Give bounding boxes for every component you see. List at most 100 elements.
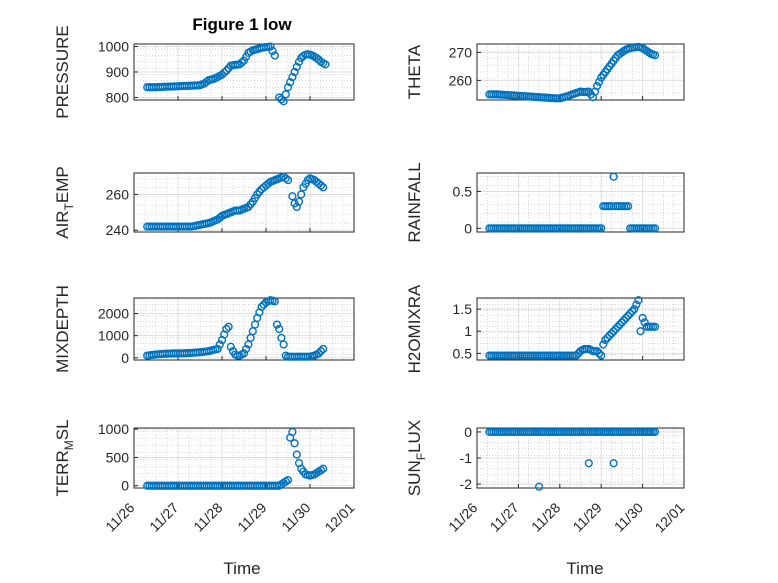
y-tick-label: 0	[464, 220, 472, 236]
data-point	[630, 304, 639, 314]
data-point	[220, 210, 229, 220]
data-point	[595, 77, 604, 86]
axes-box	[476, 43, 685, 101]
y-tick-label: 0.5	[453, 183, 473, 199]
subplot-3: 240 260 AIRTEMP	[53, 166, 355, 239]
data-point	[264, 42, 273, 51]
data-point	[615, 320, 624, 329]
data-point	[268, 176, 277, 186]
subplot-2: 260 270 THETA	[405, 42, 685, 103]
axes-box	[476, 297, 685, 361]
data-point	[566, 91, 575, 100]
data-point	[275, 324, 284, 334]
data-point	[636, 224, 645, 233]
data-point	[609, 459, 618, 468]
x-tick-label: 11/26	[102, 499, 138, 535]
y-tick-label: 1	[464, 323, 472, 339]
data-point	[636, 43, 645, 52]
data-point	[557, 93, 566, 102]
axes-box	[476, 172, 685, 233]
data-point	[599, 340, 608, 349]
data-point	[636, 327, 645, 336]
data-point	[242, 344, 251, 354]
data-point	[316, 181, 326, 190]
y-tick-label: 1.5	[453, 301, 473, 317]
y-tick-label: -2	[460, 476, 473, 492]
x-tick-label: 11/26	[445, 499, 481, 535]
y-axis-label-3: AIRTEMP	[53, 166, 76, 239]
data-point	[605, 331, 614, 340]
data-point	[638, 313, 647, 323]
data-point	[283, 83, 293, 92]
figure-title: Figure 1 low	[192, 15, 292, 34]
y-axis-label-6: H2OMIXRA	[405, 284, 424, 373]
data-point	[237, 350, 246, 359]
y-tick-label: 0	[464, 424, 472, 440]
x-tick-label: 11/29	[234, 499, 270, 535]
y-tick-label: -1	[460, 450, 473, 466]
data-point	[268, 46, 277, 56]
data-point	[628, 307, 637, 316]
data-point	[595, 349, 604, 358]
data-point	[603, 333, 612, 342]
data-point	[246, 47, 255, 56]
data-point	[582, 344, 591, 354]
data-point	[632, 224, 641, 233]
subplot-7: 0 500 1000 11/26 11/27 11/28 11/29 11/30 12/01 TE…	[53, 419, 358, 535]
data-point	[264, 297, 273, 306]
data-point	[619, 316, 629, 325]
data-point	[308, 352, 317, 361]
data-point	[228, 207, 238, 216]
data-point	[303, 470, 312, 480]
data-point	[290, 439, 299, 448]
data-point	[308, 470, 317, 480]
data-point	[319, 183, 328, 192]
data-point	[224, 209, 233, 218]
x-tick-label: 12/01	[321, 499, 357, 535]
data-point	[220, 68, 229, 77]
data-point	[321, 60, 330, 69]
x-tick-label: 11/28	[528, 499, 564, 535]
data-point	[628, 43, 637, 52]
data-point	[586, 345, 595, 355]
data-point	[277, 95, 286, 104]
data-point	[597, 351, 606, 360]
data-point	[609, 327, 618, 336]
data-point	[590, 347, 600, 356]
data-point	[299, 352, 308, 361]
data-point	[255, 187, 264, 196]
data-point	[272, 175, 282, 184]
y-tick-label: 1000	[98, 328, 129, 344]
data-point	[644, 322, 653, 331]
y-axis-label-2: THETA	[405, 44, 424, 99]
data-point	[648, 427, 658, 437]
data-point	[570, 351, 579, 360]
data-point	[288, 427, 297, 437]
y-axis-label-1: PRESSURE	[53, 25, 72, 119]
data-point	[255, 308, 264, 317]
data-point	[283, 176, 293, 185]
data-point	[294, 197, 304, 206]
data-point	[294, 352, 304, 361]
data-point	[250, 320, 260, 329]
data-point	[292, 450, 301, 459]
y-tick-label: 0	[121, 478, 129, 494]
y-tick-label: 0	[121, 350, 129, 366]
data-point	[632, 300, 641, 309]
data-point	[233, 206, 242, 215]
data-point	[613, 322, 622, 331]
x-tick-label: 11/30	[278, 499, 314, 535]
data-point	[601, 335, 610, 345]
x-tick-label: 11/27	[487, 499, 523, 535]
subplot-8: 0 -1 -2 11/26 11/27 11/28 11/29 11/30 12/01 SUNFL…	[405, 420, 688, 536]
data-point	[281, 477, 290, 486]
x-tick-label: 11/29	[569, 499, 605, 535]
data-point	[590, 224, 600, 233]
subplot-5: 0 1000 2000 MIXDEPTH	[53, 285, 355, 373]
x-axis-label-left: Time	[223, 559, 260, 578]
data-point	[206, 75, 216, 84]
data-point	[644, 224, 653, 233]
data-point	[553, 94, 562, 103]
